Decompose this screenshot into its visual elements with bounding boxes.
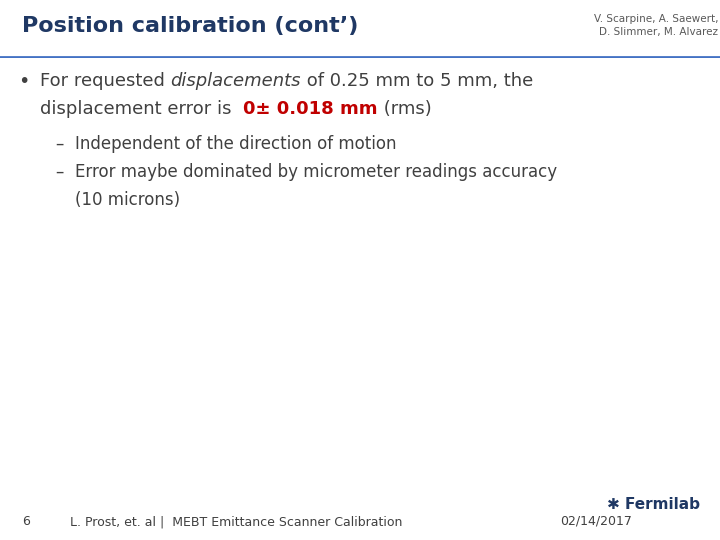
Text: ✱ Fermilab: ✱ Fermilab <box>607 497 700 512</box>
Text: L. Prost, et. al |  MEBT Emittance Scanner Calibration: L. Prost, et. al | MEBT Emittance Scanne… <box>70 515 402 528</box>
Text: (rms): (rms) <box>377 100 431 118</box>
Text: 02/14/2017: 02/14/2017 <box>560 515 632 528</box>
Text: Position calibration (cont’): Position calibration (cont’) <box>22 16 359 36</box>
Text: 6: 6 <box>22 515 30 528</box>
Text: •: • <box>18 72 30 91</box>
Text: V. Scarpine, A. Saewert,: V. Scarpine, A. Saewert, <box>593 14 718 24</box>
Text: –: – <box>55 163 63 181</box>
Text: Independent of the direction of motion: Independent of the direction of motion <box>75 135 397 153</box>
Text: (10 microns): (10 microns) <box>75 191 180 209</box>
Text: For requested: For requested <box>40 72 171 90</box>
Text: –: – <box>55 135 63 153</box>
Text: 0± 0.018 mm: 0± 0.018 mm <box>243 100 377 118</box>
Text: Error maybe dominated by micrometer readings accuracy: Error maybe dominated by micrometer read… <box>75 163 557 181</box>
Text: displacement error is: displacement error is <box>40 100 243 118</box>
Text: D. Slimmer, M. Alvarez: D. Slimmer, M. Alvarez <box>599 27 718 37</box>
Text: displacements: displacements <box>171 72 301 90</box>
Text: of 0.25 mm to 5 mm, the: of 0.25 mm to 5 mm, the <box>301 72 534 90</box>
